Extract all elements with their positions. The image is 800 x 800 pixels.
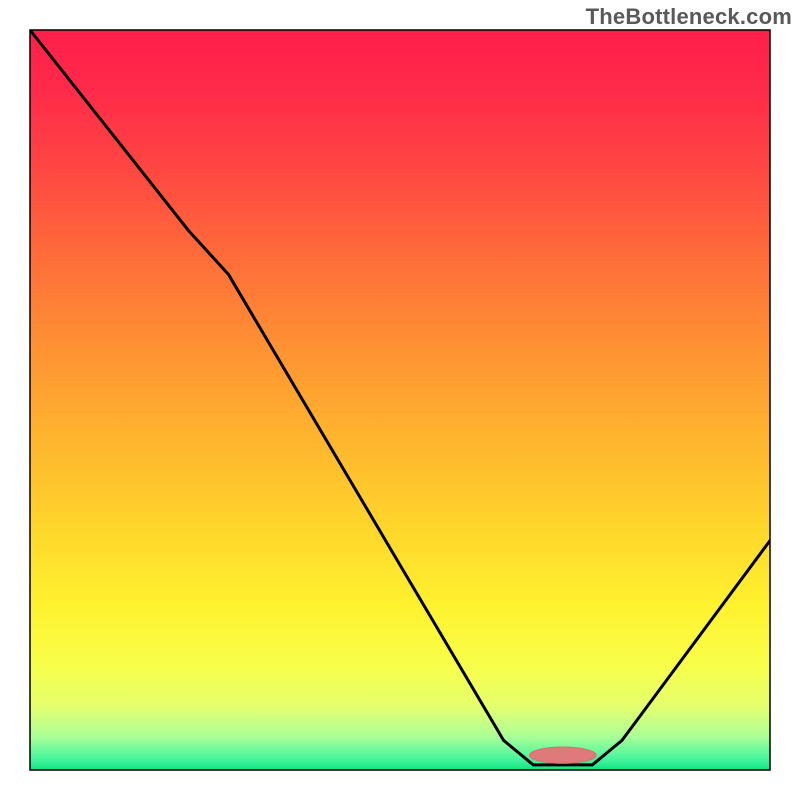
plot-background-gradient <box>30 30 770 770</box>
optimal-point-marker <box>530 747 597 763</box>
watermark-text: TheBottleneck.com <box>586 4 792 30</box>
bottleneck-chart <box>0 0 800 800</box>
